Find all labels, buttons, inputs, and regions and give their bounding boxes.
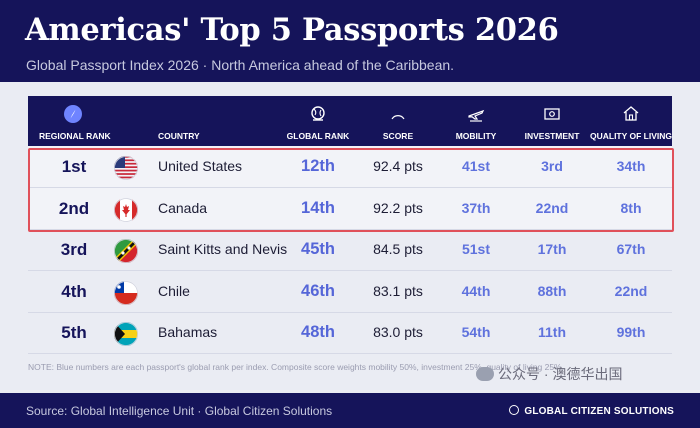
source-credit: Source: Global Intelligence Unit · Globa… bbox=[26, 404, 332, 418]
investment-rank: 11th bbox=[538, 312, 566, 353]
regional-rank: 4th bbox=[61, 271, 87, 312]
table-header: REGIONAL RANK COUNTRY GLOBAL RANK SCORE … bbox=[28, 96, 672, 146]
table-row: 3rd Saint Kitts and Nevis 45th 84.5 pts 51st… bbox=[28, 229, 672, 271]
title-banner: Americas' Top 5 Passports 2026 Global Pa… bbox=[0, 0, 700, 82]
quality-of-living-rank: 67th bbox=[617, 229, 646, 270]
regional-rank: 5th bbox=[61, 312, 87, 353]
plane-icon bbox=[466, 104, 486, 124]
score: 84.5 pts bbox=[373, 229, 423, 270]
global-rank: 45th bbox=[301, 229, 335, 270]
house-icon bbox=[621, 104, 641, 124]
globe-icon bbox=[308, 104, 328, 124]
col-header-investment: INVESTMENT bbox=[525, 131, 580, 141]
bs-flag-icon bbox=[114, 322, 138, 346]
score: 83.1 pts bbox=[373, 271, 423, 312]
country-flag bbox=[114, 321, 138, 345]
country-name: Bahamas bbox=[158, 312, 217, 353]
col-header-quality-of-living: QUALITY OF LIVING bbox=[590, 131, 672, 141]
cl-flag-icon bbox=[114, 281, 138, 305]
quality-of-living-rank: 22nd bbox=[615, 271, 648, 312]
investment-rank: 17th bbox=[538, 229, 567, 270]
watermark-text: 公众号 · 澳德华出国 bbox=[498, 366, 622, 382]
investment-rank: 88th bbox=[538, 271, 567, 312]
global-rank: 46th bbox=[301, 271, 335, 312]
regional-rank: 3rd bbox=[61, 229, 87, 270]
country-flag bbox=[114, 280, 138, 304]
page-title: Americas' Top 5 Passports 2026 bbox=[25, 12, 559, 48]
score: 83.0 pts bbox=[373, 312, 423, 353]
compass-icon bbox=[63, 104, 83, 124]
country-name: Chile bbox=[158, 271, 190, 312]
page-subtitle: Global Passport Index 2026 · North Ameri… bbox=[26, 57, 454, 73]
mobility-rank: 51st bbox=[462, 229, 490, 270]
col-header-score: SCORE bbox=[383, 131, 413, 141]
north-america-highlight bbox=[28, 148, 674, 232]
wechat-icon bbox=[476, 367, 494, 381]
footer-bar: Source: Global Intelligence Unit · Globa… bbox=[0, 393, 700, 428]
quality-of-living-rank: 99th bbox=[617, 312, 646, 353]
brand-name: GLOBAL CITIZEN SOLUTIONS bbox=[524, 406, 674, 417]
banknote-icon bbox=[542, 104, 562, 124]
gauge-icon bbox=[388, 104, 408, 124]
passport-table: REGIONAL RANK COUNTRY GLOBAL RANK SCORE … bbox=[28, 96, 672, 358]
country-flag bbox=[114, 238, 138, 262]
brand-logo: GLOBAL CITIZEN SOLUTIONS bbox=[509, 405, 674, 417]
watermark: 公众号 · 澳德华出国 bbox=[476, 364, 622, 384]
global-rank: 48th bbox=[301, 312, 335, 353]
col-header-global-rank: GLOBAL RANK bbox=[287, 131, 350, 141]
mobility-rank: 44th bbox=[462, 271, 491, 312]
col-header-mobility: MOBILITY bbox=[456, 131, 497, 141]
col-header-regional-rank: REGIONAL RANK bbox=[39, 131, 111, 141]
table-row: 4th Chile 46th 83.1 pts 44th 88th 22nd bbox=[28, 271, 672, 313]
country-name: Saint Kitts and Nevis bbox=[158, 229, 287, 270]
kn-flag-icon bbox=[114, 239, 138, 263]
mobility-rank: 54th bbox=[462, 312, 491, 353]
col-header-country: COUNTRY bbox=[158, 131, 200, 141]
table-row: 5th Bahamas 48th 83.0 pts 54th 11th 99th bbox=[28, 312, 672, 354]
brand-mark-icon bbox=[509, 405, 519, 415]
